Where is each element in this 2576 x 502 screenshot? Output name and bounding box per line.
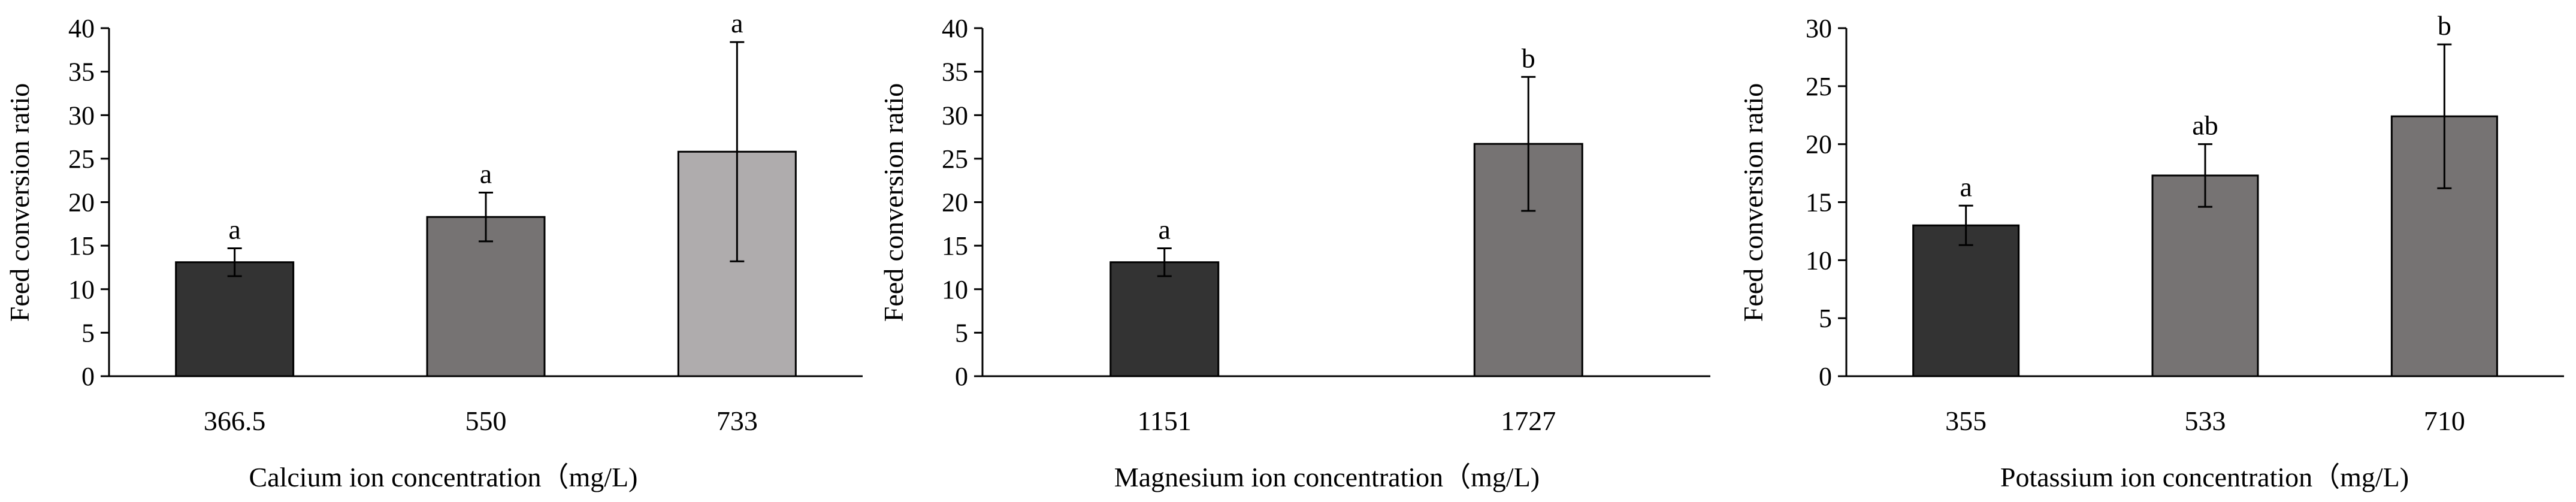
y-tick-label: 30 <box>68 101 95 130</box>
y-tick-label: 10 <box>68 275 95 304</box>
significance-label: a <box>731 8 743 38</box>
y-tick-label: 5 <box>81 318 95 347</box>
x-tick-label: 1151 <box>1138 406 1192 436</box>
y-tick-label: 30 <box>1806 14 1832 43</box>
significance-label: a <box>1960 171 1972 202</box>
y-tick-label: 5 <box>1819 304 1832 333</box>
significance-label: b <box>2438 10 2451 41</box>
x-axis-label: Magnesium ion concentration（mg/L) <box>1114 462 1540 492</box>
bar <box>2151 174 2259 377</box>
panel-potassium: 0 5 10 15 20 25 30 a ab b 355 533 710 Feed convers… <box>1738 10 2564 492</box>
y-axis-label: Feed conversion ratio <box>878 83 909 322</box>
y-axis-label: Feed conversion ratio <box>4 83 35 322</box>
bar <box>426 216 546 377</box>
y-tick-label: 20 <box>942 188 968 217</box>
x-tick-labels: 1151 1727 <box>1138 406 1556 436</box>
y-axis-label: Feed conversion ratio <box>1738 83 1768 322</box>
bars: a a a <box>175 8 797 377</box>
x-tick-label: 366.5 <box>204 406 266 436</box>
y-tick-label: 40 <box>942 14 968 43</box>
y-tick-label: 30 <box>942 101 968 130</box>
bars: ab <box>1109 43 1583 377</box>
x-tick-label: 355 <box>1945 406 1987 436</box>
y-tick-label: 25 <box>942 144 968 174</box>
panel-calcium: 0 5 10 15 20 25 30 35 40 a a a 366.5 550 733 Feed co… <box>4 8 863 492</box>
x-tick-label: 710 <box>2424 406 2465 436</box>
y-ticks: 0 5 10 15 20 25 30 35 40 <box>68 14 109 391</box>
x-tick-labels: 355 533 710 <box>1945 406 2465 436</box>
bars: a ab b <box>1912 10 2498 377</box>
bar <box>1912 224 2020 377</box>
x-tick-labels: 366.5 550 733 <box>204 406 758 436</box>
bar <box>1109 261 1220 377</box>
y-tick-label: 25 <box>68 144 95 174</box>
significance-label: b <box>1522 43 1535 73</box>
y-tick-label: 20 <box>68 188 95 217</box>
y-tick-label: 10 <box>1806 246 1832 275</box>
y-ticks: 0 5 10 15 20 25 30 <box>1806 14 1846 391</box>
x-tick-label: 733 <box>716 406 758 436</box>
significance-label: ab <box>2192 110 2218 141</box>
y-tick-label: 20 <box>1806 130 1832 159</box>
y-tick-label: 0 <box>81 362 95 391</box>
x-axis-label: Calcium ion concentration（mg/L) <box>249 462 638 492</box>
x-tick-label: 1727 <box>1501 406 1556 436</box>
significance-label: a <box>1159 214 1171 244</box>
y-tick-label: 10 <box>942 275 968 304</box>
x-tick-label: 533 <box>2185 406 2226 436</box>
y-ticks: 0 5 10 15 20 25 30 35 40 <box>942 14 982 391</box>
y-tick-label: 0 <box>1819 362 1832 391</box>
significance-label: a <box>480 159 492 189</box>
y-tick-label: 35 <box>942 58 968 87</box>
y-tick-label: 35 <box>68 58 95 87</box>
y-tick-label: 25 <box>1806 72 1832 101</box>
y-tick-label: 5 <box>955 318 968 347</box>
x-axis-label: Potassium ion concentration（mg/L) <box>2000 462 2409 492</box>
y-tick-label: 15 <box>942 231 968 261</box>
y-tick-label: 15 <box>68 231 95 261</box>
y-tick-label: 0 <box>955 362 968 391</box>
bar <box>175 261 295 377</box>
y-tick-label: 15 <box>1806 188 1832 217</box>
significance-label: a <box>228 214 240 244</box>
x-tick-label: 550 <box>465 406 507 436</box>
y-tick-label: 40 <box>68 14 95 43</box>
